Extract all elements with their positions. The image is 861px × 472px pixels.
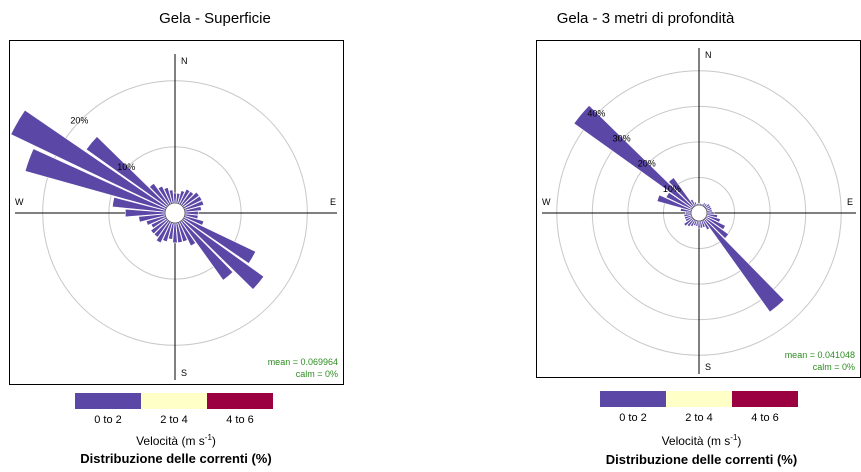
legend-unit-exp: -1 xyxy=(730,433,738,442)
legend-caption: Distribuzione delle correnti (%) xyxy=(605,452,798,467)
calm-label: calm = 0% xyxy=(296,369,338,379)
legend-unit: Velocità (m s-1) xyxy=(0,433,391,448)
compass-label: S xyxy=(181,368,187,378)
ring-label: 30% xyxy=(613,134,631,144)
legend-unit-exp: -1 xyxy=(204,433,212,442)
legend-unit-text: Velocità (m s xyxy=(661,434,731,448)
legend-swatch-2-4 xyxy=(666,391,732,407)
windrose-panel-depth: Gela - 3 metri di profondità 10% 20% 30% 40… xyxy=(430,0,861,472)
legend-label: 0 to 2 xyxy=(94,414,122,426)
legend-label: 4 to 6 xyxy=(226,414,254,426)
compass-label: E xyxy=(330,197,336,207)
ring-label: 10% xyxy=(117,162,135,172)
legend-swatch-2-4 xyxy=(141,393,207,409)
calm-label: calm = 0% xyxy=(813,362,855,372)
ring-label: 40% xyxy=(587,108,605,118)
compass-label: E xyxy=(847,197,853,207)
legend-labels: 0 to 2 2 to 4 4 to 6 xyxy=(600,412,798,424)
calm-circle xyxy=(690,204,708,222)
compass-label: N xyxy=(705,50,712,60)
legend-label: 2 to 4 xyxy=(160,414,188,426)
calm-circle xyxy=(164,202,186,224)
legend-caption: Distribuzione delle correnti (%) xyxy=(80,451,272,466)
chart-title: Gela - Superficie xyxy=(159,10,271,27)
compass-label: N xyxy=(181,56,188,66)
legend-swatch-4-6 xyxy=(732,391,798,407)
legend-labels: 0 to 2 2 to 4 4 to 6 xyxy=(75,414,273,426)
compass-label: W xyxy=(542,197,551,207)
legend-label: 2 to 4 xyxy=(685,412,713,424)
ring-label: 20% xyxy=(70,115,88,125)
legend-unit-suffix: ) xyxy=(737,434,742,448)
compass-label: W xyxy=(15,197,24,207)
legend-unit-suffix: ) xyxy=(211,434,216,448)
legend-label: 0 to 2 xyxy=(619,412,647,424)
legend-swatch-0-2 xyxy=(75,393,141,409)
legend-label: 4 to 6 xyxy=(751,412,779,424)
ring-label: 20% xyxy=(638,159,656,169)
legend-swatch-4-6 xyxy=(207,393,273,409)
legend-swatches xyxy=(600,391,798,407)
mean-label: mean = 0.069964 xyxy=(268,357,338,367)
legend-swatch-0-2 xyxy=(600,391,666,407)
legend-unit-text: Velocità (m s xyxy=(136,434,205,448)
legend-unit: Velocità (m s-1) xyxy=(486,433,861,448)
compass-label: S xyxy=(705,362,711,372)
chart-title: Gela - 3 metri di profondità xyxy=(556,10,735,27)
legend-swatches xyxy=(75,393,273,409)
mean-label: mean = 0.041048 xyxy=(785,350,855,360)
ring-label: 10% xyxy=(663,184,681,194)
